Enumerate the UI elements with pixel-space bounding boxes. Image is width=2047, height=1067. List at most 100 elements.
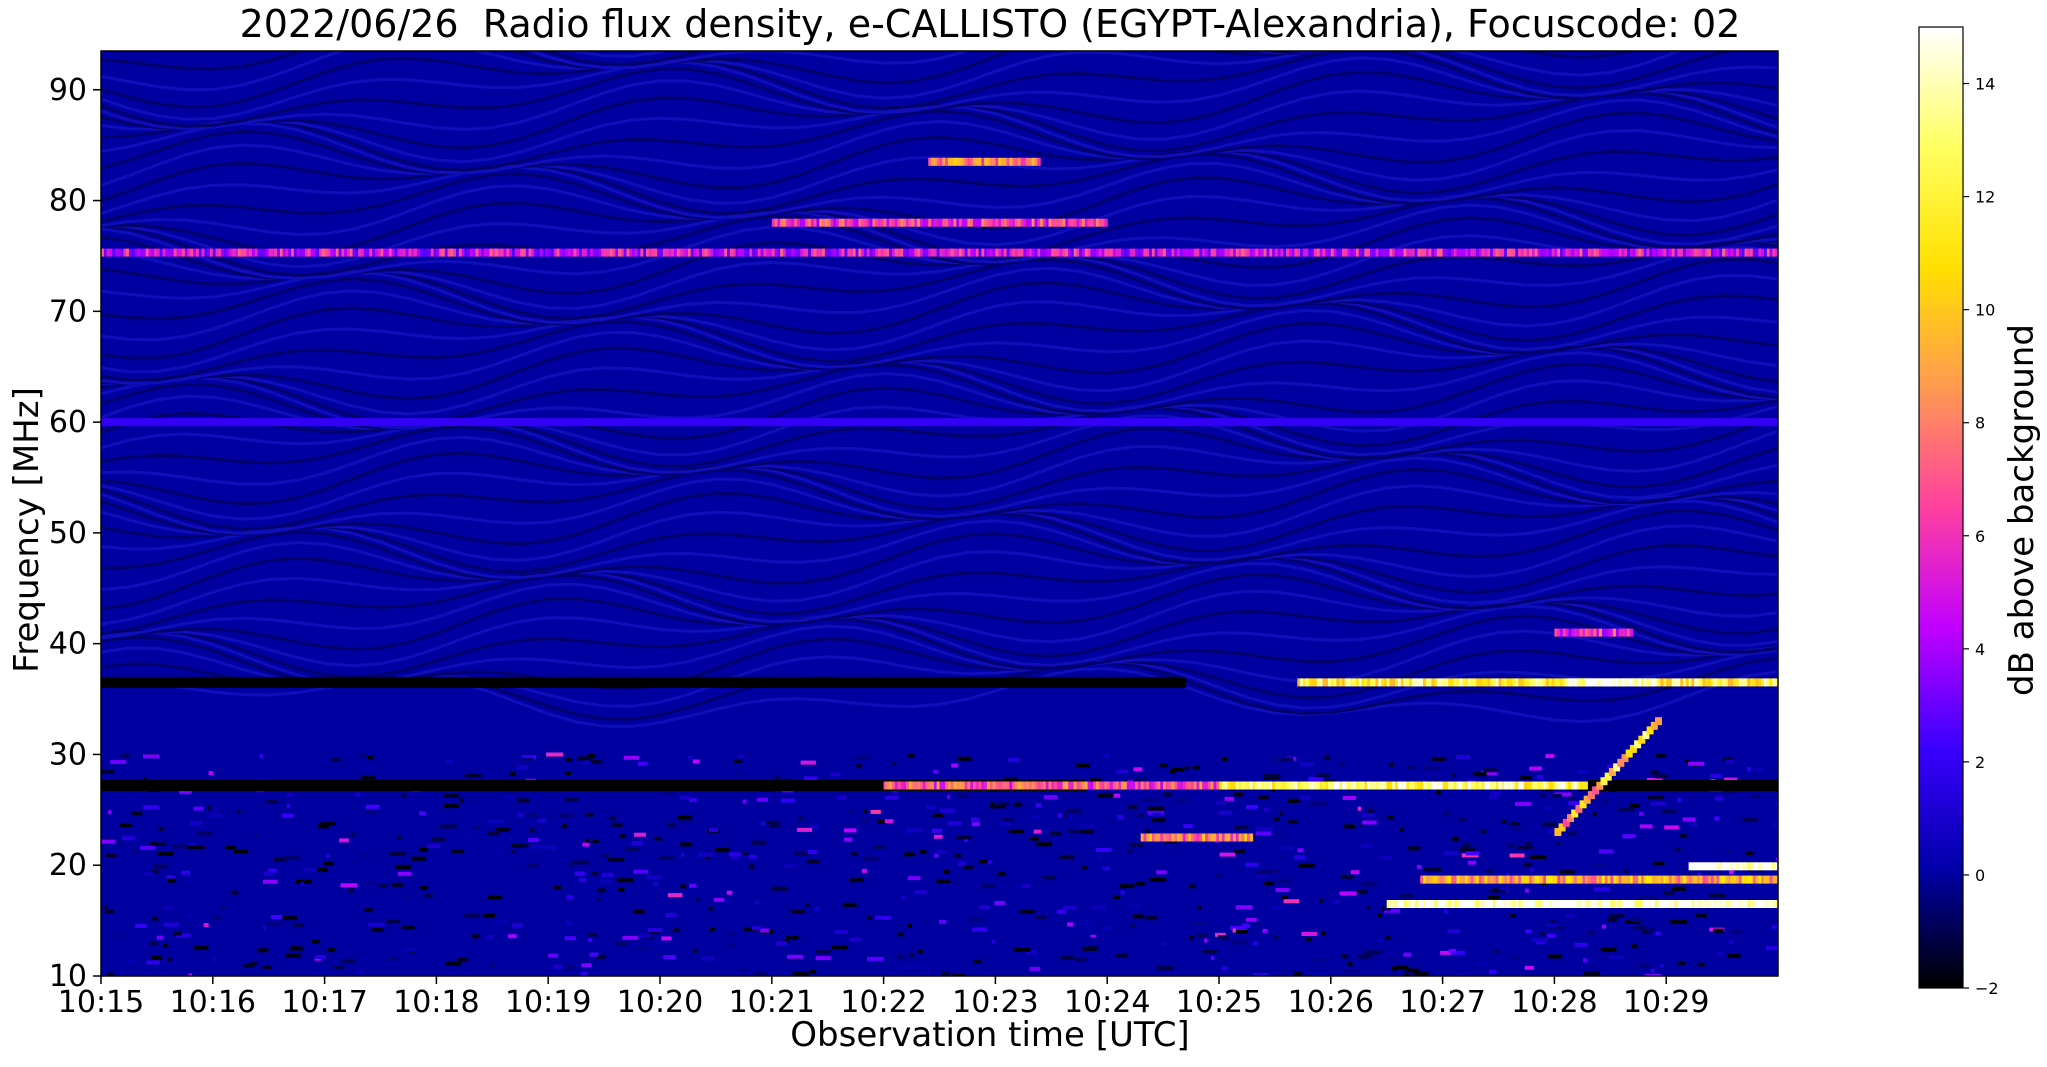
- band-segment: [808, 218, 812, 227]
- band-segment: [335, 676, 340, 688]
- band-segment: [1696, 418, 1701, 427]
- band-segment: [657, 418, 661, 427]
- band-segment: [1560, 900, 1564, 908]
- band-segment: [1738, 875, 1743, 884]
- band-segment: [911, 218, 915, 227]
- band-segment: [1766, 862, 1771, 871]
- band-segment: [671, 248, 675, 257]
- band-segment: [861, 248, 865, 257]
- band-segment: [892, 676, 896, 688]
- band-segment: [1540, 781, 1544, 790]
- band-segment: [151, 248, 155, 257]
- band-segment: [285, 780, 289, 791]
- band-segment: [1009, 248, 1013, 257]
- band-segment: [182, 418, 186, 427]
- band-segment: [581, 418, 586, 427]
- band-segment: [830, 780, 834, 791]
- band-segment: [1017, 157, 1022, 166]
- band-segment: [422, 248, 426, 257]
- band-segment: [850, 418, 854, 427]
- band-segment: [1615, 900, 1620, 908]
- band-segment: [1448, 248, 1452, 257]
- band-segment: [1702, 875, 1706, 884]
- burst-point: [1554, 828, 1562, 836]
- band-segment: [629, 676, 633, 688]
- band-segment: [165, 248, 169, 257]
- band-segment: [1126, 248, 1131, 257]
- band-segment: [1040, 676, 1044, 688]
- band-segment: [685, 780, 689, 791]
- band-segment: [590, 248, 594, 257]
- band-segment: [900, 418, 904, 427]
- band-segment: [1738, 780, 1743, 791]
- band-segment: [1009, 157, 1013, 166]
- band-segment: [1523, 248, 1528, 257]
- band-segment: [1034, 218, 1038, 227]
- band-segment: [931, 157, 935, 166]
- band-segment: [313, 780, 317, 791]
- band-segment: [1182, 833, 1187, 842]
- band-segment: [268, 248, 273, 257]
- band-segment: [1671, 418, 1676, 427]
- band-segment: [341, 418, 345, 427]
- band-segment: [537, 676, 541, 688]
- band-segment: [1465, 900, 1469, 908]
- band-segment: [1618, 248, 1623, 257]
- band-segment: [492, 248, 496, 257]
- band-segment: [523, 248, 527, 257]
- band-segment: [321, 676, 326, 688]
- band-segment: [933, 418, 938, 427]
- band-segment: [1534, 781, 1539, 790]
- band-segment: [335, 248, 340, 257]
- band-segment: [1165, 833, 1170, 842]
- band-segment: [218, 248, 222, 257]
- band-segment: [1059, 418, 1064, 427]
- band-segment: [640, 248, 644, 257]
- band-segment: [1121, 418, 1125, 427]
- band-segment: [1294, 781, 1298, 790]
- band-segment: [1333, 781, 1337, 790]
- band-segment: [1160, 676, 1164, 688]
- band-segment: [777, 418, 781, 427]
- band-segment: [1724, 780, 1729, 791]
- band-segment: [1766, 678, 1771, 687]
- band-segment: [861, 218, 865, 227]
- band-segment: [1724, 418, 1729, 427]
- band-segment: [687, 248, 692, 257]
- band-segment: [1386, 678, 1391, 687]
- band-segment: [142, 676, 147, 688]
- band-segment: [1495, 781, 1500, 790]
- band-segment: [1098, 418, 1103, 427]
- band-segment: [386, 418, 390, 427]
- band-segment: [576, 248, 580, 257]
- band-segment: [1506, 875, 1511, 884]
- band-segment: [218, 780, 222, 791]
- band-segment: [1249, 418, 1254, 427]
- band-segment: [263, 676, 267, 688]
- band-segment: [1244, 781, 1248, 790]
- band-segment: [1490, 900, 1494, 908]
- band-segment: [1501, 781, 1505, 790]
- band-segment: [1210, 248, 1214, 257]
- band-segment: [1741, 900, 1746, 908]
- band-segment: [1328, 418, 1332, 427]
- band-segment: [1070, 781, 1075, 790]
- band-segment: [1691, 875, 1695, 884]
- band-segment: [1629, 875, 1634, 884]
- band-segment: [701, 418, 706, 427]
- band-segment: [620, 418, 625, 427]
- band-segment: [822, 676, 826, 688]
- band-segment: [1227, 418, 1231, 427]
- band-segment: [903, 676, 907, 688]
- band-segment: [1758, 780, 1762, 791]
- band-segment: [1297, 248, 1301, 257]
- band-segment: [184, 418, 189, 427]
- band-segment: [1263, 248, 1268, 257]
- band-segment: [947, 157, 952, 166]
- band-segment: [1752, 678, 1757, 687]
- band-segment: [769, 248, 773, 257]
- band-segment: [478, 248, 482, 257]
- band-segment: [1207, 833, 1212, 842]
- band-segment: [1557, 628, 1561, 637]
- band-segment: [1277, 248, 1282, 257]
